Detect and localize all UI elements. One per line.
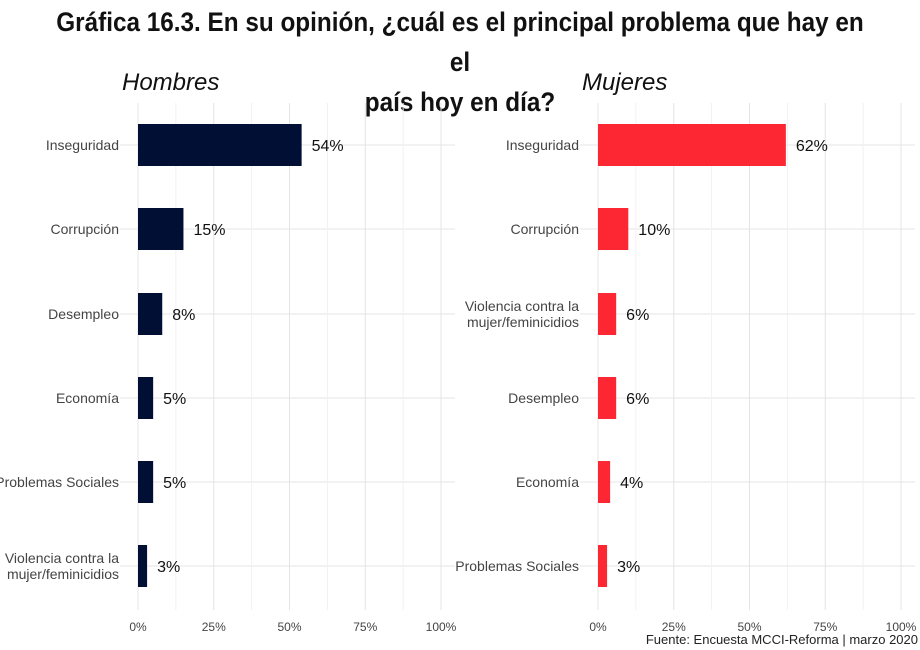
bar — [598, 377, 617, 419]
category-label-line: Violencia contra la — [5, 550, 119, 566]
data-label: 10% — [638, 222, 670, 239]
source-note: Fuente: Encuesta MCCI-Reforma | marzo 20… — [645, 632, 918, 647]
category-label: Desempleo — [48, 306, 119, 322]
bar — [598, 208, 629, 250]
category-label-line: Violencia contra la — [465, 298, 579, 314]
data-label: 6% — [626, 391, 649, 408]
chart-title: Gráfica 16.3. En su opinión, ¿cuál es el… — [46, 2, 874, 122]
category-label: Violencia contra la mujer/feminicidios — [5, 550, 119, 582]
category-label: Economía — [56, 390, 119, 406]
data-label: 62% — [796, 138, 828, 155]
data-label: 5% — [163, 391, 186, 408]
x-tick-label: 0% — [589, 620, 607, 634]
bar — [598, 461, 611, 503]
x-tick-label: 75% — [813, 620, 837, 634]
category-label-line: mujer/feminicidios — [7, 566, 119, 582]
x-tick-label: 0% — [129, 620, 147, 634]
bar — [138, 461, 154, 503]
data-label: 15% — [193, 222, 225, 239]
x-tick-label: 100% — [886, 620, 917, 634]
bar — [598, 293, 617, 335]
bar — [138, 545, 148, 587]
x-tick-label: 75% — [353, 620, 377, 634]
chart-title-line-1: Gráfica 16.3. En su opinión, ¿cuál es el… — [56, 7, 864, 77]
x-tick-label: 25% — [662, 620, 686, 634]
x-tick-label: 100% — [426, 620, 457, 634]
bar — [598, 545, 608, 587]
bar — [598, 124, 786, 166]
x-tick-label: 50% — [277, 620, 301, 634]
facet-title: Mujeres — [582, 69, 667, 96]
bar — [138, 377, 154, 419]
category-label: Economía — [516, 474, 579, 490]
category-label: Corrupción — [51, 221, 119, 237]
data-label: 4% — [620, 475, 643, 492]
facet-hombres: 0% 25% 50% 75% 100% Hombres Inseguridad 54% Corr… — [0, 69, 457, 634]
data-label: 8% — [172, 307, 195, 324]
data-label: 54% — [312, 138, 344, 155]
category-label: Problemas Sociales — [455, 558, 579, 574]
bar — [138, 208, 184, 250]
category-label: Corrupción — [511, 221, 579, 237]
bar — [138, 124, 302, 166]
bar — [138, 293, 163, 335]
category-label: Problemas Sociales — [0, 474, 119, 490]
facet-title: Hombres — [122, 69, 219, 96]
data-label: 3% — [157, 559, 180, 576]
x-tick-label: 25% — [202, 620, 226, 634]
category-label-line: mujer/feminicidios — [467, 314, 579, 330]
category-label: Violencia contra la mujer/feminicidios — [465, 298, 579, 330]
category-label: Inseguridad — [506, 137, 579, 153]
chart-title-line-2: país hoy en día? — [364, 87, 556, 117]
category-label: Inseguridad — [46, 137, 119, 153]
x-tick-label: 50% — [737, 620, 761, 634]
data-label: 3% — [617, 559, 640, 576]
category-label: Desempleo — [508, 390, 579, 406]
data-label: 6% — [626, 307, 649, 324]
data-label: 5% — [163, 475, 186, 492]
facet-mujeres: 0% 25% 50% 75% 100% Mujeres Inseguridad 62% Corr… — [455, 69, 916, 634]
